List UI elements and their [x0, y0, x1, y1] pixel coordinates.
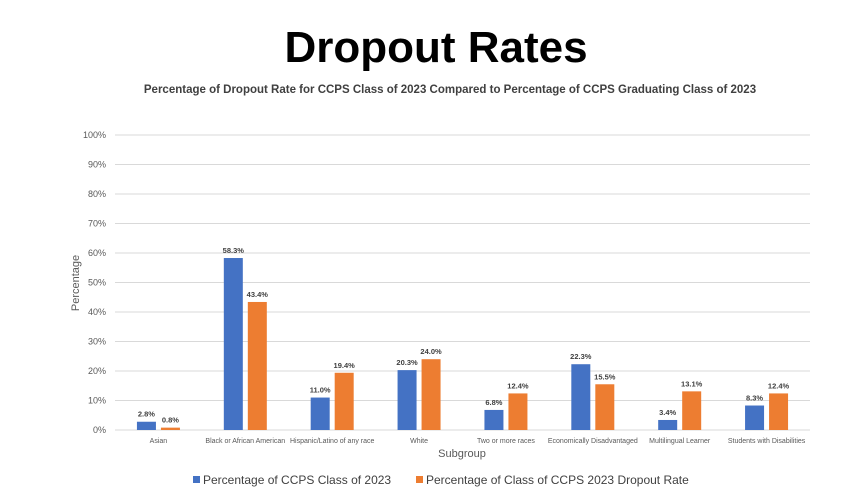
y-tick-label: 90% — [88, 160, 106, 170]
bar — [223, 258, 243, 430]
bar — [160, 427, 180, 430]
legend-label: Percentage of CCPS Class of 2023 — [203, 473, 391, 487]
x-tick-label: Hispanic/Latino of any race — [290, 438, 375, 445]
data-label: 19.4% — [334, 361, 356, 370]
data-label: 6.8% — [485, 398, 502, 407]
data-label: 13.1% — [681, 379, 703, 388]
bar — [745, 405, 765, 430]
x-tick-label: Black or African American — [205, 438, 285, 445]
x-tick-label: Multilingual Learner — [649, 438, 711, 445]
y-tick-label: 100% — [83, 130, 106, 140]
data-label: 22.3% — [570, 352, 592, 361]
bar — [136, 421, 156, 430]
chart-title: Percentage of Dropout Rate for CCPS Clas… — [144, 84, 756, 96]
data-label: 58.3% — [223, 246, 245, 255]
bar — [310, 397, 330, 430]
y-tick-label: 60% — [88, 248, 106, 258]
data-label: 0.8% — [162, 416, 179, 425]
y-tick-label: 20% — [88, 366, 106, 376]
data-label: 2.8% — [138, 410, 155, 419]
data-label: 3.4% — [659, 408, 676, 417]
bar — [571, 364, 591, 430]
y-tick-label: 30% — [88, 337, 106, 347]
x-tick-label: Asian — [150, 438, 168, 445]
y-tick-label: 0% — [93, 425, 106, 435]
x-tick-label: Economically Disadvantaged — [548, 438, 638, 445]
legend-label: Percentage of Class of CCPS 2023 Dropout… — [426, 473, 689, 487]
data-label: 12.4% — [768, 381, 790, 390]
y-tick-label: 70% — [88, 219, 106, 229]
bar — [769, 393, 789, 430]
bar — [421, 359, 441, 430]
y-tick-label: 40% — [88, 307, 106, 317]
bar — [682, 391, 702, 430]
data-label: 20.3% — [396, 358, 418, 367]
data-label: 11.0% — [310, 386, 331, 395]
slide-title: Dropout Rates — [284, 23, 587, 72]
x-tick-label: White — [410, 438, 428, 445]
data-label: 8.3% — [746, 394, 763, 403]
data-label: 24.0% — [420, 347, 442, 356]
y-tick-label: 10% — [88, 396, 106, 406]
data-label: 15.5% — [594, 372, 616, 381]
x-tick-label: Two or more races — [477, 438, 535, 445]
y-tick-label: 80% — [88, 189, 106, 199]
x-axis-label: Subgroup — [438, 448, 486, 460]
data-label: 12.4% — [507, 381, 529, 390]
y-tick-label: 50% — [88, 278, 106, 288]
x-tick-label: Students with Disabilities — [728, 438, 806, 445]
bar — [397, 370, 417, 430]
bar — [508, 393, 528, 430]
bar — [247, 301, 267, 430]
bar — [334, 372, 354, 430]
data-label: 43.4% — [247, 290, 269, 299]
legend-swatch — [416, 476, 423, 483]
bar — [658, 419, 678, 430]
y-axis-label: Percentage — [70, 255, 82, 311]
bar — [484, 409, 504, 430]
legend-swatch — [193, 476, 200, 483]
bar — [595, 384, 615, 430]
